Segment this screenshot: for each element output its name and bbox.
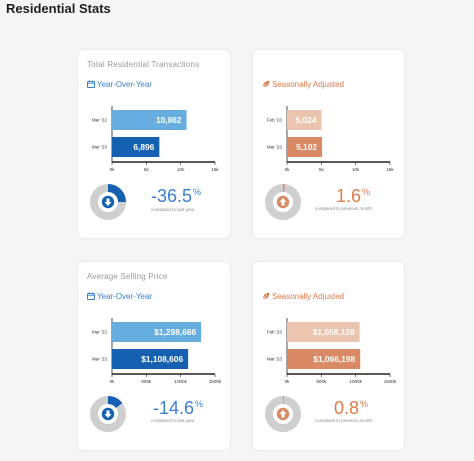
- x-tick-label: 500k: [141, 379, 152, 384]
- arrow-down-icon: [101, 407, 115, 421]
- donut-gauge: [90, 396, 126, 432]
- category-label: Mar '22: [92, 118, 108, 123]
- x-tick-label: 0k: [110, 167, 116, 172]
- arrow-down-icon: [101, 195, 115, 209]
- donut-gauge: [265, 184, 301, 220]
- calendar-icon: [87, 292, 95, 302]
- x-tick-label: 0k: [110, 379, 116, 384]
- x-tick-label: 1000k: [174, 379, 187, 384]
- category-label: Feb '23: [267, 118, 283, 123]
- comparison-note: compared to previous month: [315, 418, 373, 423]
- bar-chart: 0k 5k 10k 15k Feb '23 5,024 Mar '23 5,102: [267, 106, 394, 172]
- x-tick-label: 15k: [211, 167, 219, 172]
- arrow-up-icon: [276, 195, 290, 209]
- donut-gauge: [90, 184, 126, 220]
- data-label: 10,862: [156, 115, 182, 125]
- x-tick-label: 0k: [285, 167, 291, 172]
- x-tick-label: 1500k: [384, 379, 397, 384]
- subhead-label: Year-Over-Year: [97, 80, 152, 89]
- x-tick-label: 10k: [352, 167, 360, 172]
- category-label: Mar '23: [92, 357, 108, 362]
- data-label: 5,102: [296, 142, 317, 152]
- card-total-transactions-seasonal: Seasonally Adjusted 0k 5k 10k 15k Feb '23 5,0…: [253, 50, 404, 238]
- data-label: 5,024: [296, 115, 317, 125]
- percent-change: -14.6%: [153, 398, 204, 418]
- subhead-label: Seasonally Adjusted: [272, 80, 345, 89]
- data-label: $1,108,606: [141, 354, 183, 364]
- card-average-price-seasonal: Seasonally Adjusted 0k 500k 1000k 1500k Feb …: [253, 262, 404, 450]
- bar: [287, 110, 322, 130]
- data-label: $1,058,128: [313, 327, 355, 337]
- data-label: 6,896: [133, 142, 154, 152]
- arrow-up-icon: [276, 407, 290, 421]
- x-tick-label: 1500k: [209, 379, 222, 384]
- card-average-price-yoy: Average Selling Price Year-Over-Year 0k 5…: [78, 262, 230, 450]
- card-total-transactions-yoy: Total Residential Transactions Year-Over…: [78, 50, 230, 238]
- bar: [287, 322, 360, 342]
- subhead-year-over-year: Year-Over-Year: [87, 80, 152, 90]
- x-tick-label: 0k: [285, 379, 291, 384]
- bar-chart: 0k 5k 10k 15k Mar '22 10,862 Mar '23 6,896: [92, 106, 219, 172]
- bar: [112, 110, 187, 130]
- bar: [112, 349, 189, 369]
- bar: [112, 322, 202, 342]
- x-tick-label: 500k: [316, 379, 327, 384]
- leaf-icon: [262, 80, 270, 90]
- calendar-icon: [87, 80, 95, 90]
- category-label: Mar '23: [267, 357, 283, 362]
- percent-change: 0.8%: [334, 398, 369, 418]
- subhead-seasonally-adjusted: Seasonally Adjusted: [262, 80, 344, 90]
- comparison-note: compared to last year: [151, 418, 195, 423]
- subhead-year-over-year: Year-Over-Year: [87, 292, 152, 302]
- card-title: Total Residential Transactions: [87, 60, 200, 69]
- category-label: Mar '22: [92, 330, 108, 335]
- subhead-label: Seasonally Adjusted: [272, 292, 345, 301]
- data-label: $1,066,198: [313, 354, 355, 364]
- percent-change: -36.5%: [151, 186, 202, 206]
- data-label: $1,298,666: [154, 327, 196, 337]
- x-tick-label: 5k: [144, 167, 150, 172]
- bar-chart: 0k 500k 1000k 1500k Mar '22 $1,298,666 Mar '23…: [92, 318, 222, 384]
- subhead-seasonally-adjusted: Seasonally Adjusted: [262, 292, 344, 302]
- card-title: Average Selling Price: [87, 272, 168, 281]
- x-tick-label: 1000k: [349, 379, 362, 384]
- bar: [287, 349, 361, 369]
- donut-gauge: [265, 396, 301, 432]
- x-tick-label: 15k: [386, 167, 394, 172]
- bar-chart: 0k 500k 1000k 1500k Feb '23 $1,058,128 Mar '23…: [267, 318, 397, 384]
- bar: [112, 137, 160, 157]
- x-tick-label: 10k: [177, 167, 185, 172]
- x-tick-label: 5k: [319, 167, 325, 172]
- comparison-note: compared to last year: [151, 207, 195, 212]
- category-label: Mar '23: [92, 145, 108, 150]
- percent-change: 1.6%: [336, 186, 371, 206]
- category-label: Mar '23: [267, 145, 283, 150]
- page-title: Residential Stats: [6, 1, 111, 16]
- subhead-label: Year-Over-Year: [97, 292, 152, 301]
- category-label: Feb '23: [267, 330, 283, 335]
- leaf-icon: [262, 292, 270, 302]
- bar: [287, 137, 323, 157]
- comparison-note: compared to previous month: [315, 206, 373, 211]
